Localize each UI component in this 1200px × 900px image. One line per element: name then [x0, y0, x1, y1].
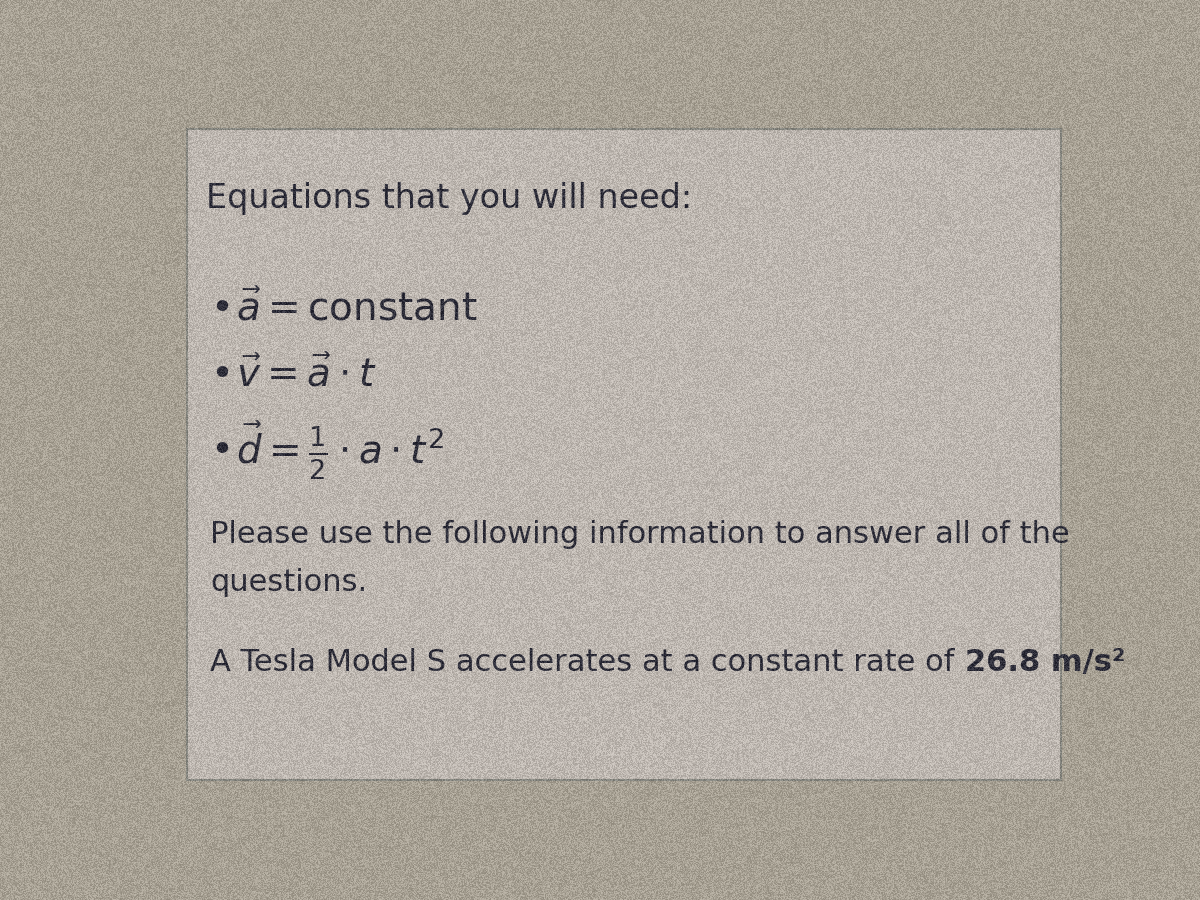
Text: questions.: questions.	[210, 568, 367, 598]
Text: $\vec{v} = \vec{a} \cdot t$: $\vec{v} = \vec{a} \cdot t$	[236, 356, 377, 394]
Text: $\vec{d} = \frac{1}{2} \cdot a \cdot t^2$: $\vec{d} = \frac{1}{2} \cdot a \cdot t^2…	[236, 419, 444, 482]
Text: A Tesla Model S accelerates at a constant rate of: A Tesla Model S accelerates at a constan…	[210, 648, 965, 677]
Text: Equations that you will need:: Equations that you will need:	[206, 183, 692, 215]
Text: Please use the following information to answer all of the: Please use the following information to …	[210, 519, 1070, 549]
Text: 26.8 m/s²: 26.8 m/s²	[965, 648, 1124, 677]
FancyBboxPatch shape	[187, 129, 1062, 780]
Text: •: •	[210, 432, 234, 470]
Text: •: •	[210, 356, 234, 394]
Text: •: •	[210, 290, 234, 328]
Text: $\vec{a} = \mathrm{constant}$: $\vec{a} = \mathrm{constant}$	[236, 290, 478, 328]
